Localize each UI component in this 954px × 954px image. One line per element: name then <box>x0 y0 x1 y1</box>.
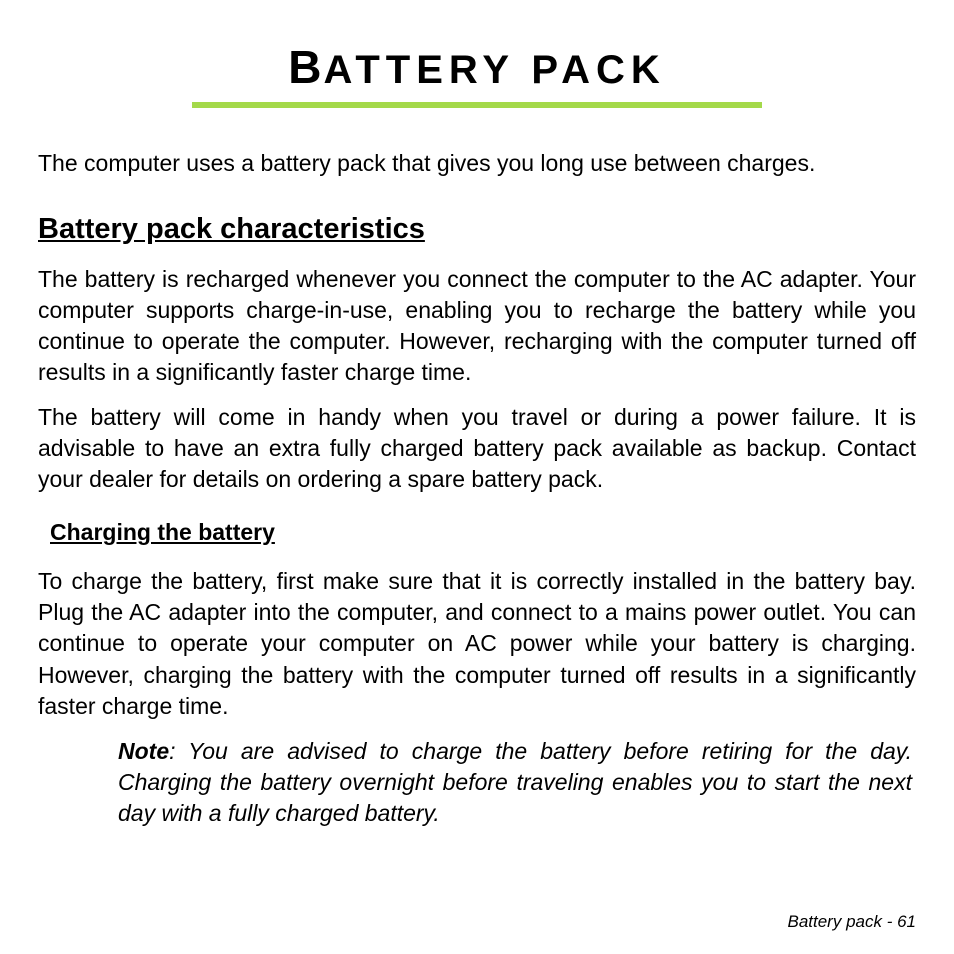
intro-paragraph: The computer uses a battery pack that gi… <box>38 148 916 179</box>
charging-p1: To charge the battery, first make sure t… <box>38 566 916 721</box>
section-heading-characteristics: Battery pack characteristics <box>38 213 916 246</box>
note-body: : You are advised to charge the battery … <box>118 738 912 826</box>
title-rest2: PACK <box>531 48 665 92</box>
page-title-container: BATTERY PACK <box>38 40 916 94</box>
title-rest1: ATTERY <box>323 48 514 92</box>
title-underline <box>192 102 762 108</box>
note-label: Note <box>118 738 169 764</box>
characteristics-p2: The battery will come in handy when you … <box>38 402 916 495</box>
page-title: BATTERY PACK <box>288 40 666 94</box>
page-footer: Battery pack - 61 <box>787 912 916 932</box>
characteristics-p1: The battery is recharged whenever you co… <box>38 264 916 388</box>
title-cap1: B <box>288 41 323 93</box>
charging-note: Note: You are advised to charge the batt… <box>118 736 916 829</box>
section-heading-charging: Charging the battery <box>50 519 916 546</box>
